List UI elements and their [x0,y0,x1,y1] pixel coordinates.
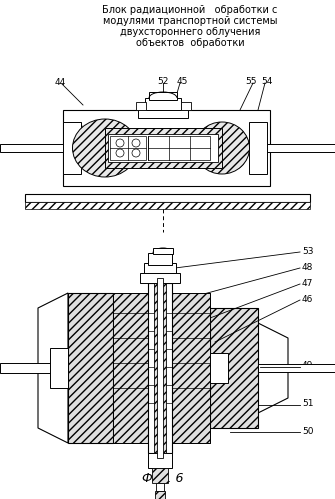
Text: 53: 53 [302,247,314,255]
Circle shape [116,149,124,157]
Bar [108,134,218,162]
Bar [155,491,165,499]
Ellipse shape [195,122,250,174]
Bar [138,110,188,118]
Bar [148,136,210,160]
Bar [105,128,222,168]
Bar [63,122,81,174]
Bar [0,144,68,152]
Text: 44: 44 [54,77,66,86]
Text: Блок радиационной   обработки с: Блок радиационной обработки с [102,5,278,15]
Bar [50,348,68,388]
Bar [249,122,267,174]
Text: 51: 51 [302,400,314,409]
Ellipse shape [72,119,137,177]
Circle shape [132,139,140,147]
Bar [144,263,176,273]
Bar [63,110,270,186]
Text: 49: 49 [302,361,313,370]
Text: 52: 52 [157,76,169,85]
Bar [110,136,146,160]
Text: модулями транспортной системы: модулями транспортной системы [103,16,277,26]
Bar [153,248,173,254]
Bar [0,363,68,373]
Text: Фиг. 6: Фиг. 6 [142,472,184,485]
Text: 47: 47 [302,278,313,287]
Text: двухстороннего облучения: двухстороннего облучения [120,27,260,37]
Bar [136,102,146,110]
Text: 54: 54 [261,76,273,85]
Polygon shape [38,293,68,443]
Text: А: А [75,121,85,135]
Bar [181,102,191,110]
Bar [157,278,163,458]
Bar [154,283,166,453]
Bar [148,453,172,468]
Bar [210,353,228,383]
Bar [140,273,180,283]
Text: 50: 50 [302,427,314,436]
Bar [25,202,310,209]
Bar [68,293,113,443]
Text: 45: 45 [176,76,188,85]
Circle shape [116,139,124,147]
Bar [258,364,335,372]
Bar [156,483,164,491]
Bar [210,308,258,428]
Bar [172,293,210,443]
Text: 55: 55 [245,76,257,85]
Bar [148,283,172,453]
Bar [113,293,148,443]
Bar [149,92,177,100]
Bar [152,468,168,483]
Text: объектов  обработки: объектов обработки [136,38,244,48]
Bar [25,194,310,202]
Text: 48: 48 [302,262,313,271]
Polygon shape [258,323,288,413]
Circle shape [132,149,140,157]
Bar [145,98,181,110]
Text: Б: Б [258,121,268,135]
Bar [113,293,210,443]
Bar [148,253,172,265]
Bar [255,144,335,152]
Text: 46: 46 [302,294,313,303]
